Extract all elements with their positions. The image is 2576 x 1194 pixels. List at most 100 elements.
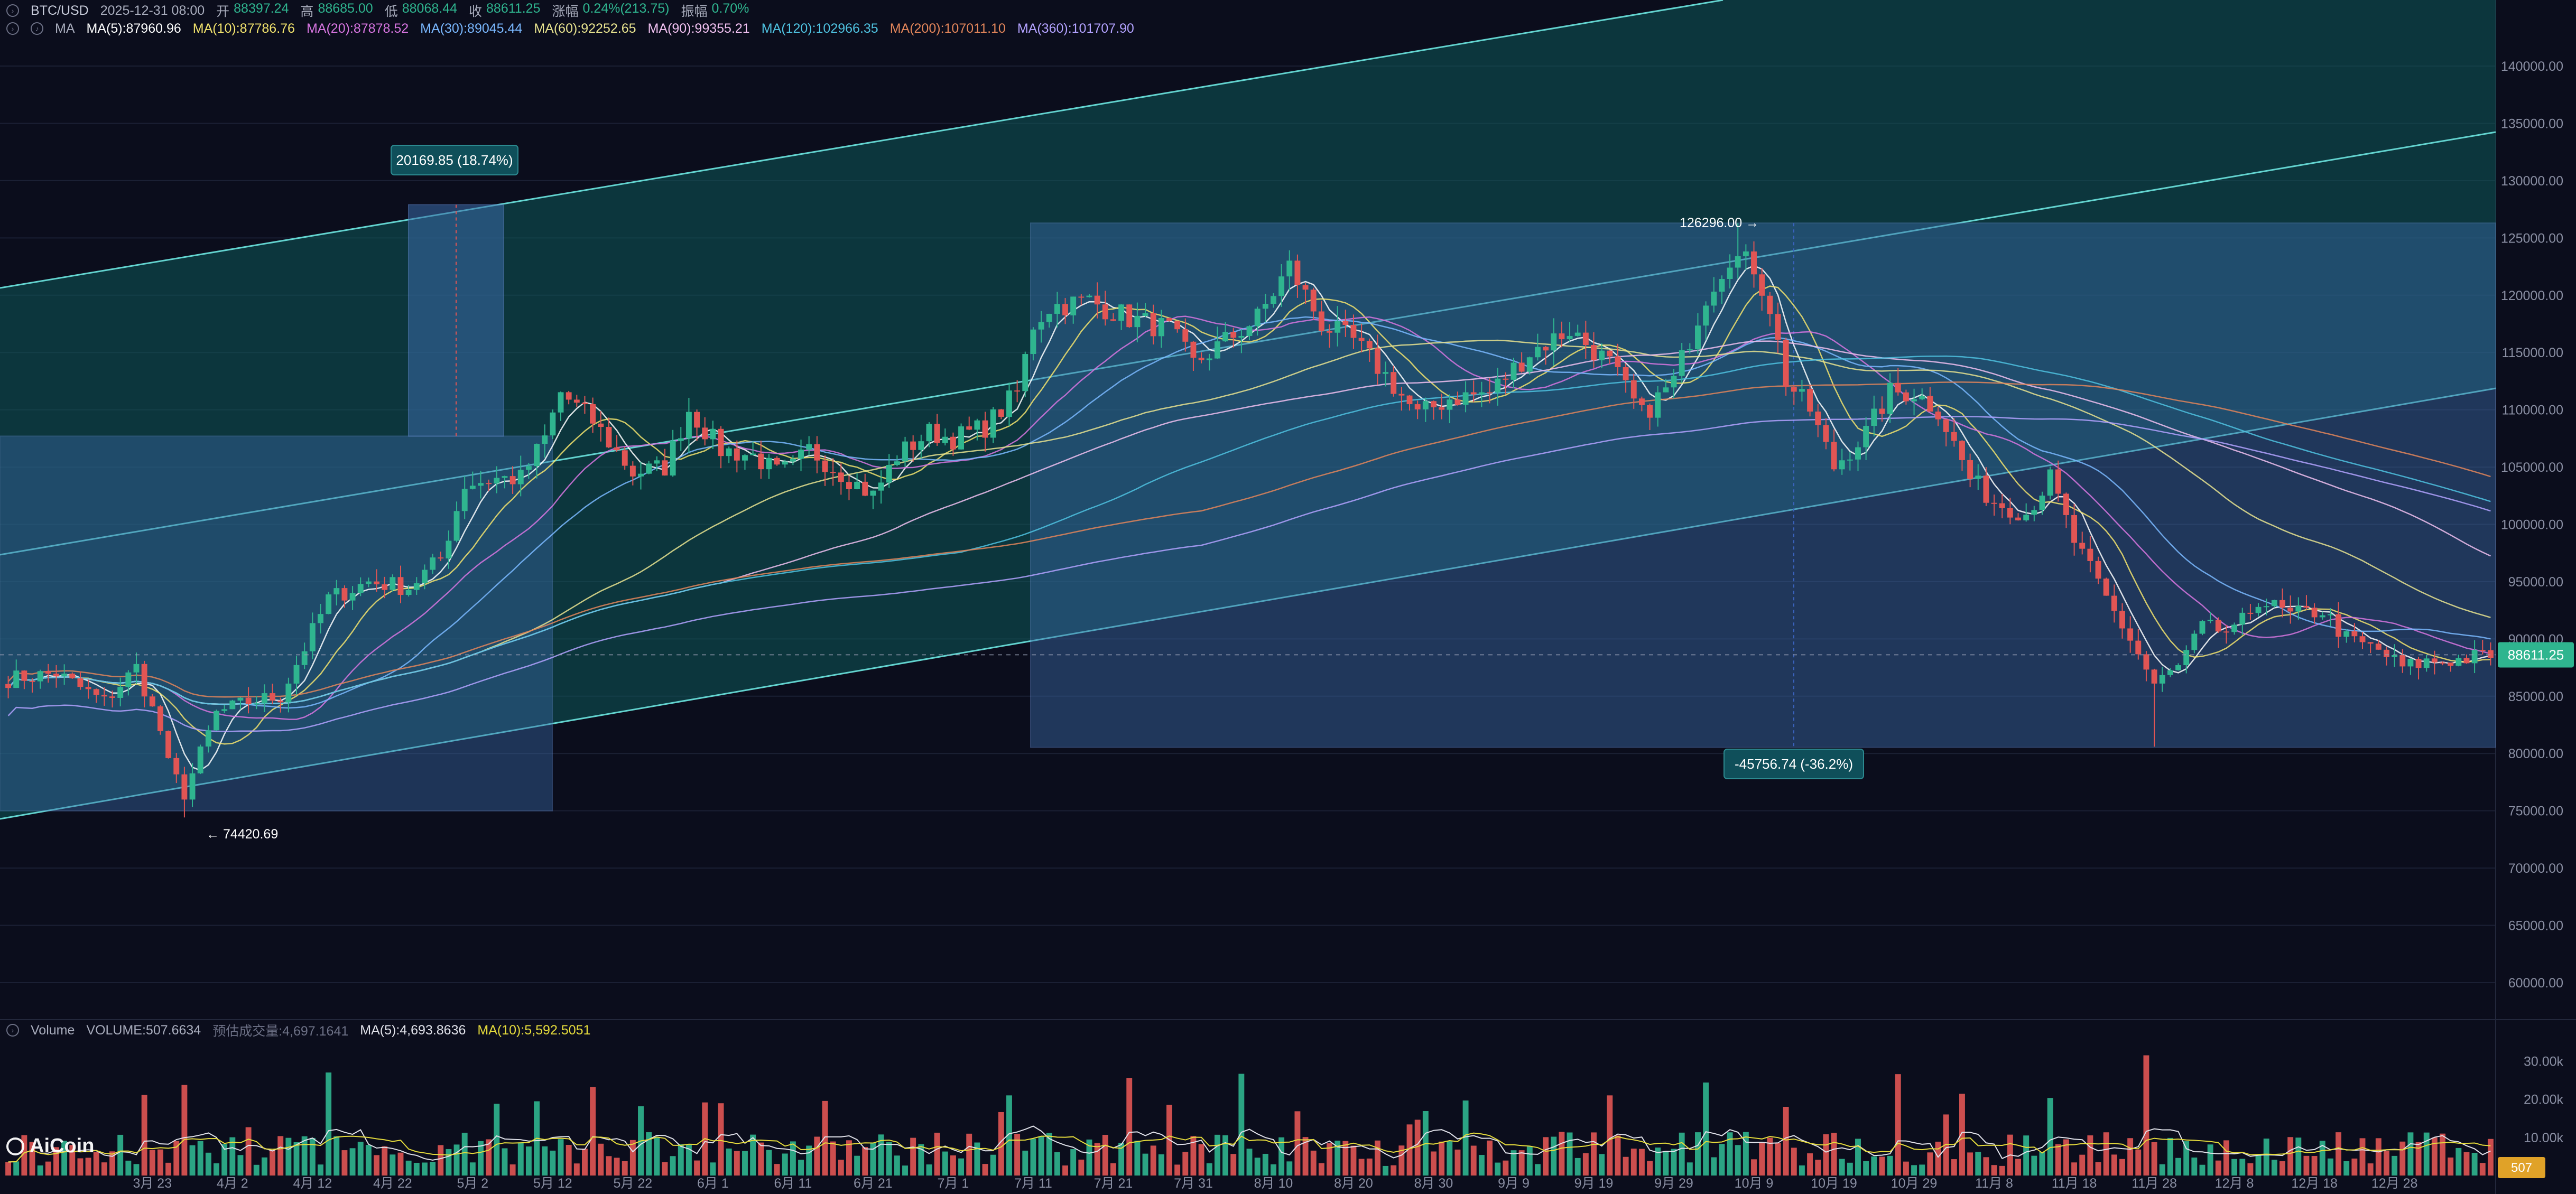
- volume-bar: [2280, 1161, 2285, 1176]
- candle: [2399, 649, 2406, 673]
- candle-body: [1286, 260, 1293, 277]
- candle: [1735, 223, 1741, 279]
- volume-bar: [926, 1164, 932, 1176]
- volume-bar: [1855, 1139, 1861, 1176]
- candle-body: [221, 709, 228, 711]
- volume-bar: [2119, 1159, 2125, 1176]
- candle-body: [1871, 408, 1877, 426]
- candle-body: [1855, 447, 1861, 460]
- candle: [1398, 387, 1405, 411]
- candle-body: [1638, 398, 1645, 405]
- candle: [430, 554, 436, 574]
- candle-body: [1038, 322, 1044, 330]
- volume-bar: [886, 1142, 892, 1176]
- bell-icon[interactable]: ♪: [31, 22, 43, 35]
- candle: [1967, 453, 1973, 488]
- volume-bar: [1559, 1132, 1565, 1176]
- volume-bar: [1374, 1140, 1380, 1176]
- candle-body: [742, 455, 748, 461]
- price-tick-label: 95000.00: [2508, 575, 2563, 590]
- volume-bar: [1719, 1144, 1725, 1176]
- volume-bar: [2015, 1159, 2021, 1176]
- candle: [1222, 322, 1229, 342]
- volume-bar: [1663, 1151, 1669, 1176]
- volume-bar: [2415, 1142, 2422, 1176]
- candle-body: [469, 486, 476, 489]
- open-label: 开: [216, 4, 230, 19]
- time-axis: 3月 23 4月 2 4月 12 4月 22 5月 2 5月 12 5月 22 6月 1 6月 …: [133, 1176, 2417, 1191]
- candle: [1150, 304, 1156, 344]
- candle: [1647, 403, 1653, 431]
- candle: [1943, 419, 1949, 446]
- candle: [397, 565, 404, 603]
- volume-bar: [1591, 1132, 1597, 1176]
- candle-body: [461, 489, 468, 511]
- volume-bar: [2455, 1148, 2462, 1176]
- candle-body: [1383, 372, 1389, 374]
- volume-bar: [814, 1136, 820, 1176]
- price-tick-label: 60000.00: [2508, 976, 2563, 991]
- volume-bar: [1630, 1149, 1637, 1176]
- volume-bar: [1935, 1141, 1941, 1176]
- candle-body: [662, 460, 668, 476]
- volume-bar: [1142, 1153, 1148, 1176]
- candle: [654, 456, 660, 471]
- current-volume-tag: [2498, 1157, 2545, 1178]
- candle: [461, 476, 468, 519]
- candle-body: [2431, 658, 2438, 663]
- candle: [1983, 467, 1989, 506]
- candle-body: [910, 441, 916, 450]
- volume-bar: [598, 1143, 604, 1176]
- volume-bar: [29, 1142, 35, 1176]
- candle-body: [357, 584, 364, 593]
- time-tick-label: 7月 21: [1094, 1176, 1133, 1191]
- price-tick-label: 110000.00: [2502, 403, 2563, 418]
- candle: [1022, 351, 1028, 397]
- candle: [2215, 617, 2221, 633]
- candle-body: [245, 697, 252, 704]
- candle-body: [13, 670, 20, 688]
- volume-bar: [2175, 1158, 2181, 1176]
- candle-body: [109, 696, 115, 698]
- candle: [2023, 503, 2030, 522]
- candle-body: [942, 436, 948, 443]
- candle-body: [806, 444, 812, 450]
- candle-body: [446, 540, 452, 558]
- candle-body: [430, 557, 436, 570]
- volume-bar: [870, 1143, 876, 1176]
- candle-body: [846, 482, 852, 489]
- candle: [1903, 389, 1909, 405]
- candle-body: [2343, 631, 2350, 637]
- candle: [1206, 353, 1212, 371]
- price-tick-label: 140000.00: [2501, 59, 2563, 74]
- volume-bar: [237, 1155, 244, 1176]
- volume-bar: [1599, 1154, 1605, 1176]
- candle: [2415, 657, 2422, 680]
- volume-bar: [2448, 1157, 2454, 1176]
- candle-body: [998, 409, 1004, 417]
- candle: [1238, 329, 1245, 353]
- volume-bar: [1999, 1165, 2005, 1176]
- time-tick-label: 11月 18: [2052, 1176, 2097, 1191]
- candle-body: [2471, 650, 2478, 664]
- candle-body: [189, 773, 196, 800]
- collapse-icon[interactable]: ›: [6, 4, 19, 17]
- candle-body: [1006, 390, 1012, 417]
- collapse-icon[interactable]: ›: [6, 1024, 19, 1037]
- candle: [1294, 254, 1301, 298]
- volume-bar: [1983, 1157, 1989, 1176]
- candle: [1198, 352, 1204, 363]
- candle-body: [502, 476, 508, 478]
- low-value: 88068.44: [402, 1, 458, 16]
- candle: [357, 577, 364, 596]
- candle: [750, 441, 756, 456]
- candle-body: [1270, 296, 1276, 304]
- candle: [1046, 313, 1052, 328]
- candle-body: [1246, 326, 1253, 336]
- ma-legend-item: MA(20):87878.52: [306, 21, 409, 36]
- candle-body: [1719, 279, 1725, 292]
- candle-body: [782, 461, 788, 465]
- volume-bar: [1679, 1132, 1685, 1176]
- collapse-icon[interactable]: ›: [6, 22, 19, 35]
